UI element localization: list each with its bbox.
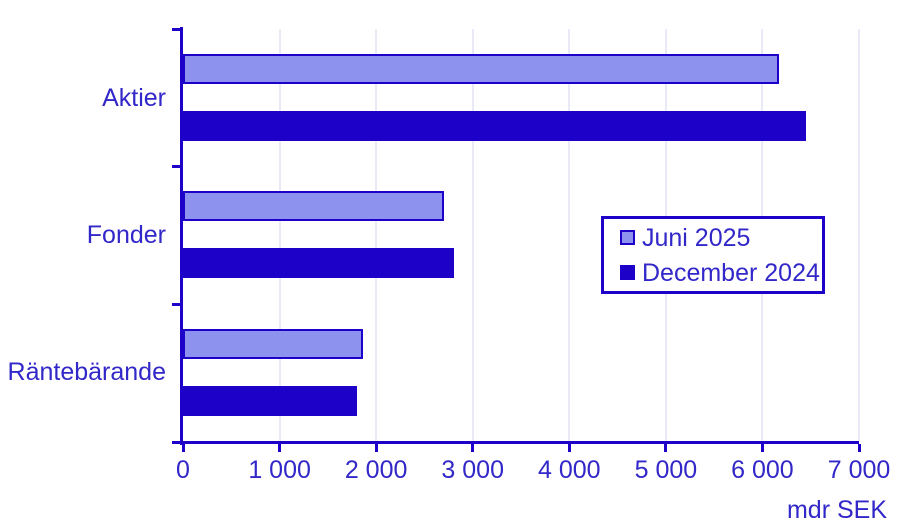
x-axis-line bbox=[172, 441, 859, 444]
x-tick-label: 1 000 bbox=[248, 456, 311, 484]
category-label-räntebärande: Räntebärande bbox=[7, 358, 166, 387]
bar-december-2024-fonder bbox=[183, 248, 455, 279]
x-tick-label: 4 000 bbox=[538, 456, 601, 484]
bar-december-2024-aktier bbox=[183, 111, 806, 141]
y-axis-tick bbox=[172, 165, 181, 169]
legend-item-juni-2025: Juni 2025 bbox=[620, 224, 822, 252]
x-tick-label: 6 000 bbox=[731, 456, 794, 484]
gridline bbox=[278, 29, 281, 441]
x-axis-tick bbox=[857, 444, 861, 452]
x-axis-unit-label: mdr SEK bbox=[786, 496, 887, 524]
x-tick-label: 3 000 bbox=[441, 456, 504, 484]
legend-swatch-juni-2025-icon bbox=[620, 230, 635, 245]
legend-label: Juni 2025 bbox=[642, 223, 751, 252]
gridline bbox=[568, 29, 571, 441]
bar-juni-2025-aktier bbox=[183, 54, 779, 84]
category-label-aktier: Aktier bbox=[102, 83, 166, 112]
bar-juni-2025-fonder bbox=[183, 191, 444, 222]
x-axis-tick bbox=[664, 444, 668, 452]
x-axis-tick bbox=[374, 444, 378, 452]
y-axis-line bbox=[180, 27, 183, 445]
bar-juni-2025-räntebärande bbox=[183, 328, 363, 359]
x-tick-label: 7 000 bbox=[827, 456, 891, 484]
y-axis-tick bbox=[172, 28, 181, 31]
legend-swatch-december-2024-icon bbox=[620, 265, 635, 280]
y-axis-tick bbox=[172, 302, 181, 306]
legend: Juni 2025 December 2024 bbox=[601, 216, 825, 294]
x-axis-tick bbox=[181, 444, 185, 452]
x-axis-tick bbox=[471, 444, 475, 452]
x-tick-label: 2 000 bbox=[344, 456, 408, 484]
category-label-fonder: Fonder bbox=[86, 221, 166, 249]
x-axis-tick bbox=[567, 444, 571, 452]
gridline bbox=[471, 29, 474, 441]
bar-december-2024-räntebärande bbox=[183, 385, 357, 416]
gridline bbox=[858, 29, 860, 441]
x-tick-label: 5 000 bbox=[634, 456, 698, 484]
legend-item-december-2024: December 2024 bbox=[620, 259, 822, 287]
x-tick-label: 0 bbox=[176, 456, 190, 484]
gridline bbox=[375, 29, 378, 441]
x-axis-tick bbox=[278, 444, 282, 452]
x-axis-tick bbox=[760, 444, 764, 452]
legend-label: December 2024 bbox=[642, 258, 820, 287]
